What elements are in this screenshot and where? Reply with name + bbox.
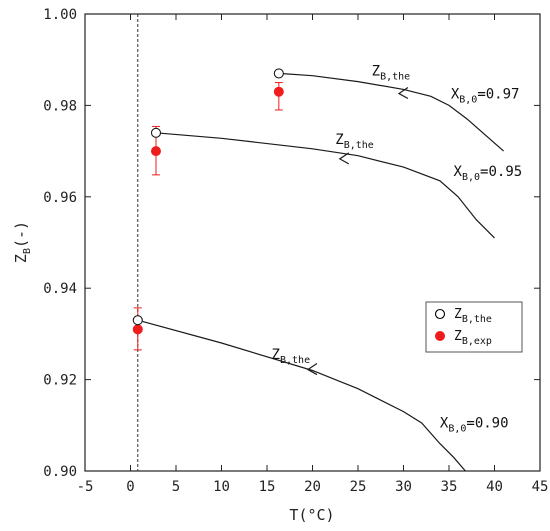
theoretical-point xyxy=(273,68,284,79)
y-axis-title: ZB(-) xyxy=(12,221,33,263)
direction-arrow xyxy=(338,152,350,165)
theoretical-point xyxy=(132,315,143,326)
curve-annotation: ZB,the xyxy=(335,132,374,151)
legend-label: ZB,the xyxy=(454,307,492,325)
legend-marker-open xyxy=(434,308,446,320)
curve-annotation-main: Z xyxy=(272,347,280,363)
x-axis-title: T(°C) xyxy=(289,506,334,524)
x-tick-label: 15 xyxy=(259,479,276,495)
y-tick-label: 0.92 xyxy=(43,373,77,389)
curve-annotation: XB,0=0.95 xyxy=(454,164,523,183)
y-tick-label: 0.98 xyxy=(43,98,77,114)
curve-annotation: XB,0=0.97 xyxy=(451,87,520,106)
curve-annotation: ZB,the xyxy=(272,347,311,366)
y-tick-label: 0.90 xyxy=(43,464,77,480)
legend-label: ZB,exp xyxy=(454,329,492,347)
curves-layer xyxy=(137,72,504,472)
curve-annotation-sub: B,0 xyxy=(462,172,480,183)
x-tick-label: 25 xyxy=(350,479,367,495)
curve-annotation-suffix: =0.97 xyxy=(477,87,519,103)
legend-marker-filled xyxy=(435,331,445,341)
direction-arrow xyxy=(306,363,318,376)
y-axis-title-suffix: (-) xyxy=(12,221,30,248)
y-axis-title-sub: B xyxy=(22,248,33,254)
x-tick-label: 5 xyxy=(172,479,180,495)
curve-annotation-main: X xyxy=(454,164,463,180)
series-curve xyxy=(278,72,504,152)
x-tick-label: 40 xyxy=(486,479,503,495)
x-tick-label: 45 xyxy=(532,479,549,495)
curve-annotation: XB,0=0.90 xyxy=(440,416,509,435)
annotations-layer: ZB,theXB,0=0.97ZB,theXB,0=0.95ZB,theXB,0… xyxy=(272,64,523,435)
x-tick-label: 10 xyxy=(213,479,230,495)
markers-layer xyxy=(132,68,284,351)
curve-annotation-suffix: =0.90 xyxy=(466,416,508,432)
curve-annotation-suffix: =0.95 xyxy=(480,164,522,180)
curve-annotation-main: X xyxy=(451,87,460,103)
x-tick-label: -5 xyxy=(77,479,94,495)
legend-label-sub: B,the xyxy=(462,314,492,325)
legend-label-main: Z xyxy=(454,307,462,322)
direction-arrow xyxy=(397,87,409,100)
x-tick-label: 0 xyxy=(126,479,134,495)
curve-annotation-sub: B,the xyxy=(380,72,410,83)
x-tick-label: 20 xyxy=(304,479,321,495)
curve-annotation-sub: B,0 xyxy=(459,95,477,106)
curve-annotation-sub: B,0 xyxy=(448,424,466,435)
plot-area xyxy=(84,13,541,472)
theoretical-point xyxy=(150,127,162,138)
axis-ticks: -5 0 5 10 15 20 25 30 35 40 45 0.90 0.92 0.94 0.96 0.98… xyxy=(43,7,548,495)
series-curve xyxy=(137,319,466,472)
legend-label-sub: B,exp xyxy=(462,336,492,347)
curve-annotation-main: Z xyxy=(335,132,343,148)
series-curve xyxy=(155,132,495,239)
x-tick-label: 30 xyxy=(395,479,412,495)
legend-label-main: Z xyxy=(454,329,462,344)
experimental-point xyxy=(273,86,284,97)
experimental-point xyxy=(150,146,161,157)
y-axis-title-main: Z xyxy=(12,254,30,263)
curve-annotation-main: Z xyxy=(372,64,380,80)
y-tick-label: 0.94 xyxy=(43,281,77,297)
y-tick-label: 1.00 xyxy=(43,7,77,23)
curve-annotation-main: X xyxy=(440,416,449,432)
svg-text:ZB(-): ZB(-) xyxy=(12,221,33,263)
x-tick-label: 35 xyxy=(441,479,458,495)
y-tick-label: 0.96 xyxy=(43,190,77,206)
curve-annotation-sub: B,the xyxy=(280,355,310,366)
curve-annotation-sub: B,the xyxy=(344,140,374,151)
curve-annotation: ZB,the xyxy=(372,64,411,83)
experimental-point xyxy=(132,324,143,335)
